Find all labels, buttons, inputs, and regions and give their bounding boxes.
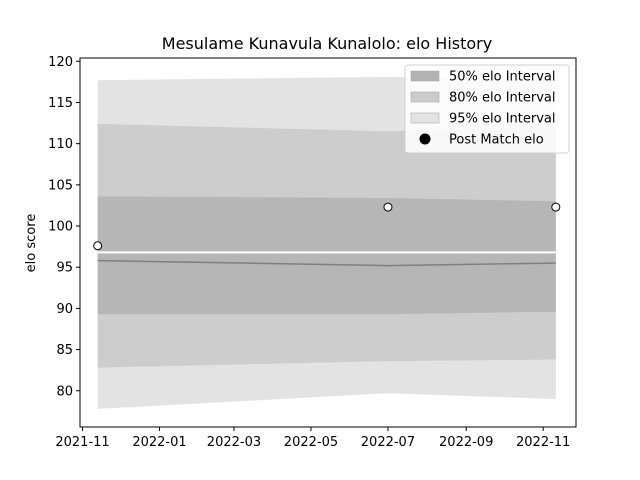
interval-bands [97, 76, 556, 409]
x-tick-label: 2022-11 [516, 435, 570, 450]
x-tick-label: 2022-03 [207, 435, 261, 450]
legend-label: 95% elo Interval [449, 112, 556, 127]
plot-frame [79, 57, 577, 428]
x-tick-label: 2021-11 [55, 435, 109, 450]
legend: 50% elo Interval 80% elo Interval 95% elo … [404, 64, 570, 154]
legend-swatch [410, 112, 440, 124]
legend-swatch [410, 70, 440, 82]
y-tick-label: 100 [48, 220, 73, 235]
y-tick-label: 80 [56, 384, 73, 399]
band-50-percent [97, 196, 556, 315]
x-tick-label: 2022-07 [361, 435, 415, 450]
series-lines [97, 251, 556, 267]
legend-marker [419, 133, 431, 145]
y-tick-label: 120 [48, 55, 73, 70]
axes: 80 85 90 95 100 105 110 115 120 2021-11 2022-01 202… [48, 55, 577, 450]
y-tick-label: 90 [56, 302, 73, 317]
post-match-points [93, 202, 561, 251]
y-tick-label: 95 [56, 261, 73, 276]
y-tick-label: 85 [56, 343, 73, 358]
y-tick-label: 115 [48, 96, 73, 111]
legend-label: Post Match elo [449, 133, 544, 148]
chart-title: Mesulame Kunavula Kunalolo: elo History [162, 34, 492, 53]
post-match-point [93, 241, 103, 251]
post-match-point [551, 202, 561, 212]
legend-label: 50% elo Interval [449, 70, 556, 85]
legend-swatch [410, 91, 440, 103]
x-tick-label: 2022-09 [439, 435, 493, 450]
y-axis-label: elo score [24, 214, 39, 273]
y-tick-label: 105 [48, 178, 73, 193]
mean-elo-line [97, 259, 556, 267]
x-tick-label: 2022-05 [284, 435, 338, 450]
legend-box [404, 64, 570, 154]
post-match-point [383, 202, 393, 212]
legend-label: 80% elo Interval [449, 91, 556, 106]
x-tick-label: 2022-01 [132, 435, 186, 450]
y-tick-label: 110 [48, 137, 73, 152]
